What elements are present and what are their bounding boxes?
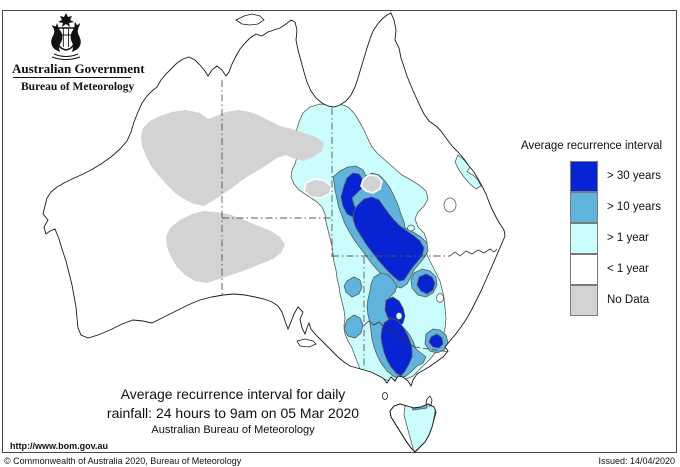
region-gt30yr-south — [380, 317, 413, 377]
region-gt30yr-main — [352, 196, 425, 282]
header-rule — [13, 77, 131, 78]
recurrence-regions — [290, 103, 482, 382]
king-island — [382, 392, 388, 400]
bureau-title: Bureau of Meteorology — [21, 81, 135, 93]
coastline — [42, 12, 506, 408]
kangaroo-island — [296, 338, 317, 348]
government-title: Australian Government — [12, 61, 145, 76]
legend-label: > 30 years — [607, 170, 662, 182]
legend-swatch-gt10 — [570, 192, 598, 223]
tiwi-islands — [235, 13, 265, 26]
region-gt30yr-hook — [340, 172, 364, 218]
legend-label: > 1 year — [607, 232, 649, 244]
copyright-text: © Commonwealth of Australia 2020, Bureau… — [4, 456, 242, 466]
legend-swatch-gt30 — [570, 161, 598, 192]
legend-label: No Data — [607, 294, 650, 306]
state-borders — [221, 80, 498, 369]
commonwealth-star-icon — [58, 13, 74, 27]
issued-date: Issued: 14/04/2020 — [598, 456, 675, 466]
caption-line1: Average recurrence interval for daily — [120, 386, 346, 402]
scroll-icon — [51, 53, 81, 61]
bom-url: http://www.bom.gov.au — [10, 441, 108, 451]
caption-line2: rainfall: 24 hours to 9am on 05 Mar 2020 — [106, 405, 360, 421]
legend-swatch-gt1 — [570, 223, 598, 254]
map-caption: Average recurrence interval for daily ra… — [83, 386, 383, 437]
emu-icon — [70, 22, 81, 52]
legend-swatch-lt1 — [570, 254, 598, 285]
coat-of-arms-icon — [51, 13, 81, 61]
map-frame — [2, 10, 677, 453]
kangaroo-icon — [51, 23, 63, 52]
legend-title: Average recurrence interval — [521, 140, 663, 152]
no-data-regions — [141, 110, 383, 283]
legend-label: < 1 year — [607, 263, 649, 275]
tasmania — [389, 403, 437, 453]
legend-swatch-nodata — [570, 285, 598, 316]
legend-label: > 10 years — [607, 201, 662, 213]
caption-line3: Australian Bureau of Meteorology — [151, 424, 315, 436]
